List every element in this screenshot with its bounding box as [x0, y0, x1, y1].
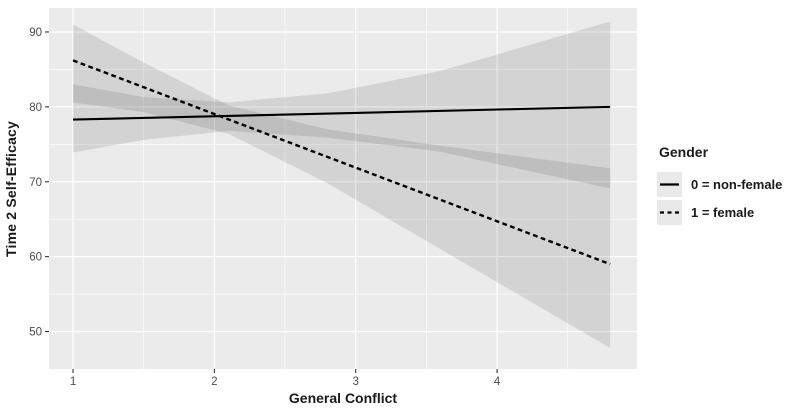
- y-axis-title: Time 2 Self-Efficacy: [3, 120, 19, 257]
- regression-line-non-female: [73, 105, 611, 121]
- y-tick-label: 80: [29, 102, 42, 114]
- x-tick-label: 3: [353, 376, 359, 388]
- legend-item-female: 1 = female: [657, 200, 799, 225]
- x-tick-label: 2: [211, 376, 217, 388]
- solid-line-glyph: [660, 183, 679, 186]
- ci-ribbon-non-female: [73, 21, 611, 189]
- y-tick-label: 70: [29, 177, 42, 189]
- y-tick-label: 60: [29, 252, 42, 264]
- legend-key-solid-line: [657, 172, 682, 197]
- legend-key-dashed-line: [657, 200, 682, 225]
- regression-line-female: [72, 59, 611, 266]
- y-tick-label: 50: [29, 327, 42, 339]
- x-tick-label: 4: [494, 376, 501, 388]
- y-tick-label: 90: [29, 27, 42, 39]
- ci-ribbon-female: [73, 24, 611, 349]
- legend-title: Gender: [659, 144, 709, 160]
- legend-label-non-female: 0 = non-female: [691, 177, 783, 192]
- x-axis-title: General Conflict: [288, 390, 398, 406]
- dashed-line-glyph: [660, 211, 679, 214]
- x-tick-label: 1: [70, 376, 76, 388]
- legend: Gender 0 = non-female 1 = female: [657, 144, 799, 228]
- legend-label-female: 1 = female: [691, 205, 755, 220]
- legend-item-non-female: 0 = non-female: [657, 172, 799, 197]
- panel-background: [49, 8, 637, 369]
